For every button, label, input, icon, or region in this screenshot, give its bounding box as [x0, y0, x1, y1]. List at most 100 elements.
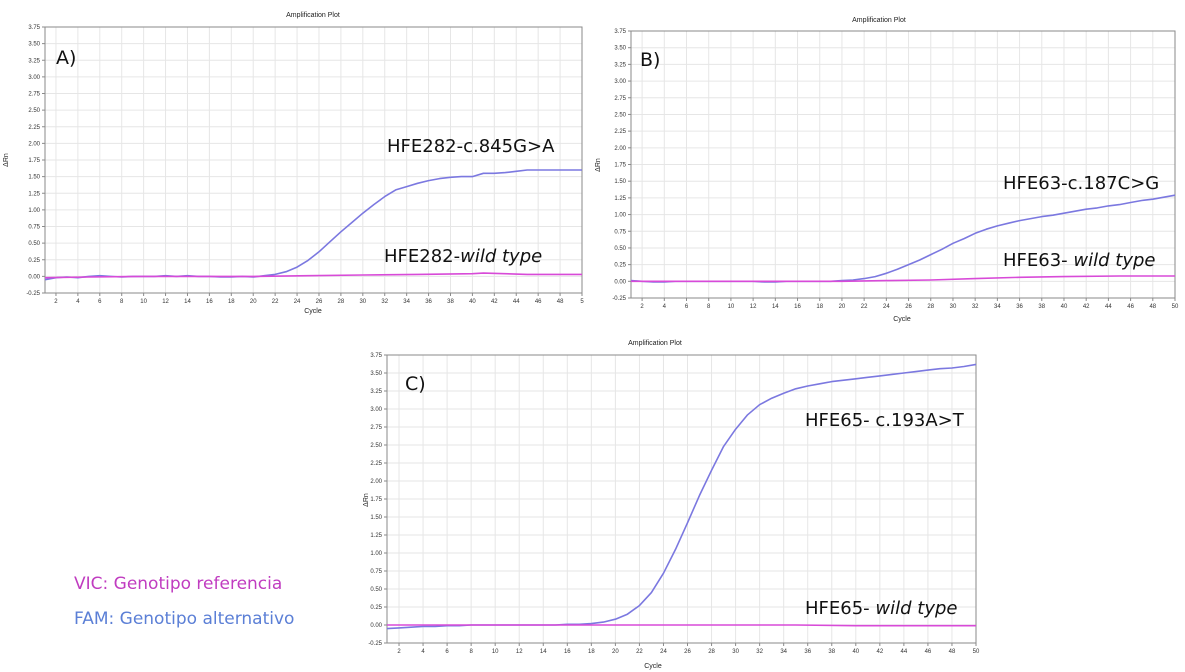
vic-series-line	[387, 624, 976, 627]
x-tick-label: 30	[359, 299, 366, 305]
x-tick-label: 18	[228, 299, 235, 305]
x-tick-label: 34	[994, 304, 1001, 310]
x-tick-label: 14	[184, 299, 191, 305]
chart-title: Amplification Plot	[628, 340, 682, 347]
wild-type-prefix: HFE65-	[805, 598, 875, 619]
x-tick-label: 40	[469, 299, 476, 305]
y-tick-label: 1.50	[28, 175, 40, 181]
x-axis-label: Cycle	[644, 663, 662, 670]
y-tick-label: 2.50	[614, 112, 626, 118]
y-tick-label: 3.50	[370, 371, 382, 377]
x-tick-label: 4	[76, 299, 80, 305]
x-tick-label: 16	[794, 304, 801, 310]
x-tick-label: 46	[1127, 304, 1134, 310]
y-tick-label: 3.00	[28, 75, 40, 81]
x-tick-label: 10	[492, 649, 499, 655]
wild-type-prefix: HFE282-	[384, 246, 460, 267]
y-tick-label: 0.25	[370, 605, 382, 611]
y-tick-label: 1.00	[28, 208, 40, 214]
y-tick-label: 1.75	[614, 163, 626, 169]
x-tick-label: 4	[663, 304, 667, 310]
y-tick-label: -0.25	[368, 641, 382, 647]
y-tick-label: 1.50	[370, 515, 382, 521]
y-tick-label: 1.75	[370, 497, 382, 503]
x-tick-label: 26	[684, 649, 691, 655]
vic-series-line	[44, 272, 582, 279]
y-tick-label: 3.50	[614, 46, 626, 52]
panel-label: C)	[405, 373, 426, 395]
y-tick-label: 0.00	[370, 623, 382, 629]
y-tick-label: 1.00	[614, 213, 626, 219]
y-tick-label: 0.75	[614, 229, 626, 235]
x-tick-label: 42	[1083, 304, 1090, 310]
y-tick-label: 1.25	[614, 196, 626, 202]
y-tick-label: 0.00	[28, 274, 40, 280]
y-tick-label: 3.25	[614, 62, 626, 68]
x-tick-label: 28	[708, 649, 715, 655]
mutant-annotation: HFE65- c.193A>T	[805, 410, 965, 431]
wild-type-annotation: HFE282-wild type	[384, 246, 542, 267]
wild-type-italic: wild type	[875, 598, 957, 619]
x-tick-label: 14	[772, 304, 779, 310]
legend-fam: FAM: Genotipo alternativo	[74, 609, 295, 629]
x-tick-label: 50	[1172, 304, 1179, 310]
x-tick-label: 38	[828, 649, 835, 655]
y-tick-label: 2.75	[28, 92, 40, 98]
x-tick-label: 40	[1061, 304, 1068, 310]
x-tick-label: 8	[120, 299, 124, 305]
x-tick-label: 46	[535, 299, 542, 305]
x-tick-label: 12	[516, 649, 523, 655]
x-axis-label: Cycle	[304, 308, 322, 315]
y-tick-label: 2.25	[370, 461, 382, 467]
mutant-annotation: HFE282-c.845G>A	[387, 136, 555, 157]
x-tick-label: 2	[54, 299, 58, 305]
wild-type-italic: wild type	[460, 246, 542, 267]
x-tick-label: 38	[447, 299, 454, 305]
y-tick-label: 2.00	[28, 141, 40, 147]
y-tick-label: 2.00	[614, 146, 626, 152]
x-tick-label: 24	[883, 304, 890, 310]
x-tick-label: 48	[1149, 304, 1156, 310]
x-tick-label: 44	[1105, 304, 1112, 310]
y-axis-label: ΔRn	[595, 158, 602, 172]
chart-2: -0.25 0.00 0.25 0.50 0.75 1.00 1.25 1.50 1.75 2.0…	[595, 17, 1179, 323]
y-tick-label: 2.25	[614, 129, 626, 135]
y-axis-label: ΔRn	[3, 153, 10, 167]
y-axis-label: ΔRn	[363, 493, 370, 507]
y-tick-label: 3.50	[28, 42, 40, 48]
wild-type-prefix: HFE63-	[1003, 250, 1073, 271]
y-tick-label: 2.50	[370, 443, 382, 449]
x-tick-label: 18	[816, 304, 823, 310]
x-tick-label: 12	[750, 304, 757, 310]
x-tick-label: 46	[925, 649, 932, 655]
x-tick-label: 28	[927, 304, 934, 310]
x-tick-label: 6	[685, 304, 689, 310]
x-tick-label: 20	[250, 299, 257, 305]
x-tick-label: 10	[728, 304, 735, 310]
mutant-annotation: HFE63-c.187C>G	[1003, 173, 1159, 194]
x-tick-label: 44	[901, 649, 908, 655]
x-axis-label: Cycle	[893, 316, 911, 323]
y-tick-label: 0.75	[370, 569, 382, 575]
y-tick-label: 1.75	[28, 158, 40, 164]
x-tick-label: 5	[580, 299, 584, 305]
x-tick-label: 30	[732, 649, 739, 655]
y-tick-label: 3.75	[370, 353, 382, 359]
x-tick-label: 6	[445, 649, 449, 655]
x-tick-label: 24	[294, 299, 301, 305]
x-tick-label: 36	[425, 299, 432, 305]
y-tick-label: 3.25	[28, 58, 40, 64]
y-tick-label: 2.50	[28, 108, 40, 114]
x-tick-label: 22	[861, 304, 868, 310]
chart-3: -0.25 0.00 0.25 0.50 0.75 1.00 1.25 1.50 1.75 2.0…	[363, 340, 980, 670]
x-tick-label: 34	[780, 649, 787, 655]
y-tick-label: 0.00	[614, 279, 626, 285]
panel-label: A)	[56, 47, 76, 69]
x-tick-label: 20	[839, 304, 846, 310]
y-tick-label: 2.25	[28, 125, 40, 131]
y-tick-label: 0.50	[614, 246, 626, 252]
x-tick-label: 18	[588, 649, 595, 655]
grid	[387, 354, 977, 644]
x-tick-label: 48	[557, 299, 564, 305]
y-tick-label: 3.75	[614, 29, 626, 35]
